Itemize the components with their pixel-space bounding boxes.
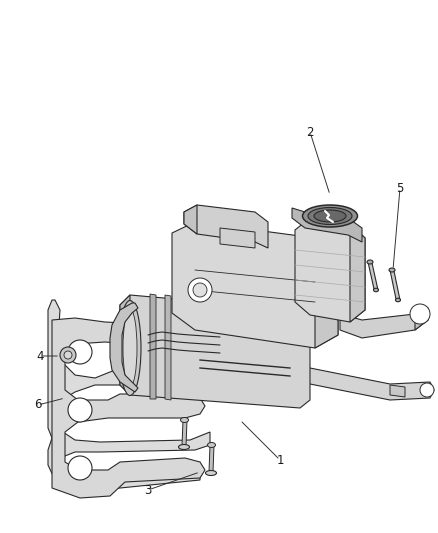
Ellipse shape [208, 442, 215, 448]
Ellipse shape [308, 207, 352, 224]
Text: 3: 3 [144, 483, 152, 497]
Ellipse shape [367, 260, 373, 264]
Polygon shape [350, 224, 365, 322]
Text: 6: 6 [34, 399, 42, 411]
Polygon shape [415, 308, 428, 330]
Ellipse shape [389, 268, 395, 272]
Polygon shape [292, 208, 362, 242]
Polygon shape [220, 228, 255, 248]
Polygon shape [315, 238, 338, 348]
Polygon shape [120, 295, 310, 408]
Circle shape [420, 383, 434, 397]
Polygon shape [390, 385, 405, 397]
Polygon shape [182, 420, 187, 446]
Polygon shape [209, 445, 214, 472]
Circle shape [410, 304, 430, 324]
Polygon shape [368, 262, 378, 290]
Ellipse shape [374, 288, 378, 292]
Polygon shape [150, 294, 156, 399]
Polygon shape [280, 350, 434, 400]
Circle shape [64, 351, 72, 359]
Circle shape [68, 456, 92, 480]
Polygon shape [165, 295, 171, 400]
Ellipse shape [179, 445, 190, 449]
Circle shape [193, 283, 207, 297]
Polygon shape [110, 303, 138, 392]
Ellipse shape [303, 205, 357, 227]
Polygon shape [184, 205, 197, 234]
Polygon shape [390, 270, 400, 300]
Text: 4: 4 [36, 350, 44, 362]
Ellipse shape [119, 301, 141, 395]
Polygon shape [295, 218, 365, 322]
Ellipse shape [123, 309, 137, 387]
Text: 2: 2 [306, 125, 314, 139]
Polygon shape [172, 222, 338, 348]
Circle shape [68, 398, 92, 422]
Circle shape [68, 340, 92, 364]
Polygon shape [120, 295, 130, 395]
Text: 1: 1 [276, 454, 284, 466]
Polygon shape [52, 318, 205, 498]
Text: 5: 5 [396, 182, 404, 195]
Ellipse shape [205, 471, 216, 475]
Ellipse shape [396, 298, 400, 302]
Ellipse shape [314, 210, 346, 222]
Circle shape [188, 278, 212, 302]
Polygon shape [340, 290, 428, 338]
Polygon shape [48, 300, 210, 490]
Circle shape [60, 347, 76, 363]
Polygon shape [184, 205, 268, 248]
Ellipse shape [180, 417, 188, 423]
